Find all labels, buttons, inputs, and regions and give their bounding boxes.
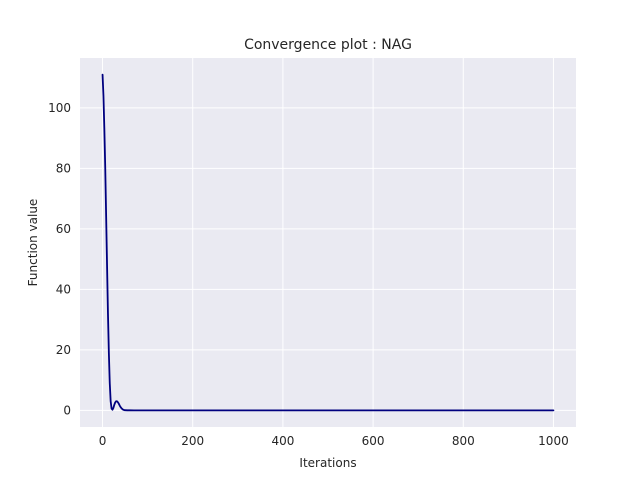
y-axis-label: Function value (26, 199, 40, 287)
y-tick-label: 20 (56, 343, 71, 357)
series-line (101, 73, 555, 412)
y-tick-label: 100 (48, 101, 71, 115)
plot-area (80, 58, 576, 427)
series-layer (101, 73, 555, 412)
x-tick-label: 400 (271, 434, 294, 448)
x-tick-label: 1000 (538, 434, 569, 448)
y-tick-label: 40 (56, 282, 71, 296)
y-tick-label: 60 (56, 222, 71, 236)
y-tick-label: 0 (63, 403, 71, 417)
y-tick-label: 80 (56, 161, 71, 175)
tick-labels: 0 200 400 600 800 1000 0 20 40 60 80 100 (48, 101, 569, 448)
x-tick-label: 200 (181, 434, 204, 448)
x-tick-label: 600 (362, 434, 385, 448)
chart-title: Convergence plot : NAG (244, 37, 412, 53)
x-tick-label: 800 (452, 434, 475, 448)
x-tick-label: 0 (99, 434, 107, 448)
x-axis-label: Iterations (299, 456, 356, 470)
